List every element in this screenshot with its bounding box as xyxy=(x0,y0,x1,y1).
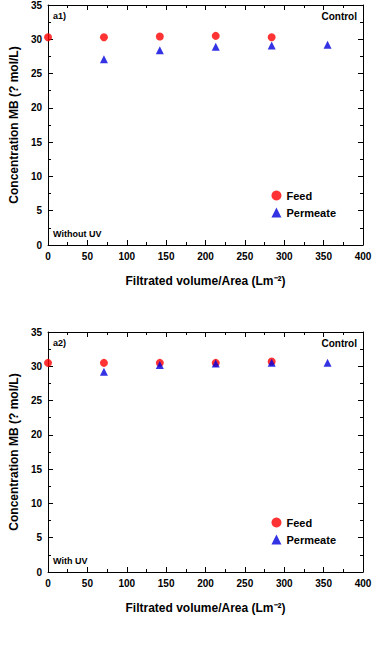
svg-text:30: 30 xyxy=(31,361,43,372)
svg-text:200: 200 xyxy=(197,251,214,262)
svg-text:35: 35 xyxy=(31,327,43,338)
svg-text:5: 5 xyxy=(36,205,42,216)
svg-text:0: 0 xyxy=(36,567,42,578)
svg-text:0: 0 xyxy=(36,240,42,251)
svg-text:50: 50 xyxy=(82,578,94,589)
svg-text:300: 300 xyxy=(276,578,293,589)
svg-text:20: 20 xyxy=(31,102,43,113)
svg-text:15: 15 xyxy=(31,137,43,148)
svg-text:5: 5 xyxy=(36,532,42,543)
svg-text:10: 10 xyxy=(31,498,43,509)
svg-text:25: 25 xyxy=(31,395,43,406)
svg-text:250: 250 xyxy=(237,251,254,262)
svg-text:350: 350 xyxy=(315,251,332,262)
svg-text:150: 150 xyxy=(158,251,175,262)
svg-text:a2): a2) xyxy=(53,338,66,348)
svg-text:15: 15 xyxy=(31,464,43,475)
svg-text:300: 300 xyxy=(276,251,293,262)
svg-text:0: 0 xyxy=(45,578,51,589)
svg-text:400: 400 xyxy=(355,578,372,589)
svg-text:350: 350 xyxy=(315,578,332,589)
svg-text:Feed: Feed xyxy=(286,190,312,202)
svg-text:30: 30 xyxy=(31,34,43,45)
svg-text:Filtrated volume/Area (Lm⁻²): Filtrated volume/Area (Lm⁻²) xyxy=(125,274,285,288)
svg-text:400: 400 xyxy=(355,251,372,262)
svg-text:With UV: With UV xyxy=(53,556,87,566)
svg-text:Control: Control xyxy=(321,338,357,349)
svg-text:200: 200 xyxy=(197,578,214,589)
svg-text:25: 25 xyxy=(31,68,43,79)
svg-text:50: 50 xyxy=(82,251,94,262)
svg-text:250: 250 xyxy=(237,578,254,589)
svg-text:Concentration MB (? mol/L): Concentration MB (? mol/L) xyxy=(7,373,21,530)
svg-text:Feed: Feed xyxy=(286,517,312,529)
svg-text:Filtrated volume/Area (Lm⁻²): Filtrated volume/Area (Lm⁻²) xyxy=(125,601,285,615)
svg-text:Control: Control xyxy=(321,11,357,22)
svg-text:Permeate: Permeate xyxy=(286,207,336,219)
svg-text:150: 150 xyxy=(158,578,175,589)
svg-text:35: 35 xyxy=(31,0,43,11)
svg-text:10: 10 xyxy=(31,171,43,182)
svg-text:Permeate: Permeate xyxy=(286,534,336,546)
svg-text:0: 0 xyxy=(45,251,51,262)
svg-text:20: 20 xyxy=(31,429,43,440)
svg-text:Concentration MB (? mol/L): Concentration MB (? mol/L) xyxy=(7,46,21,203)
svg-text:100: 100 xyxy=(118,251,135,262)
svg-text:a1): a1) xyxy=(53,11,66,21)
svg-text:100: 100 xyxy=(118,578,135,589)
svg-text:Without UV: Without UV xyxy=(53,229,101,239)
